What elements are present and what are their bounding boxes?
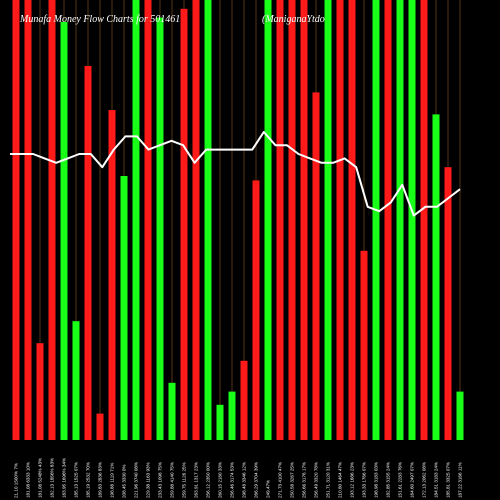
chart-title-right: (ManiganaYtdo bbox=[262, 14, 325, 25]
x-tick-label: 259.75 1126 25% bbox=[182, 462, 187, 498]
x-tick-label: 189.83 2836 83% bbox=[98, 462, 103, 498]
bar-down bbox=[144, 0, 152, 440]
bar-down bbox=[48, 0, 56, 440]
x-tick-label: 172.13 2062 08% bbox=[422, 462, 427, 498]
bar-up bbox=[156, 17, 164, 440]
bar-down bbox=[36, 343, 44, 440]
bar-down bbox=[336, 0, 344, 440]
x-tick-label: 185.81 3325 07% bbox=[446, 462, 451, 498]
x-tick-label: 260.15 2180 33% bbox=[218, 462, 223, 498]
bar-down bbox=[384, 0, 392, 440]
bar-down bbox=[420, 0, 428, 440]
x-tick-label: 298.48 3346 12% bbox=[242, 462, 247, 498]
bar-down bbox=[300, 0, 308, 440]
bar-up bbox=[120, 176, 128, 440]
x-tick-label: 198.98 3183 03% bbox=[374, 462, 379, 498]
x-tick-label: 259.88 4140 75% bbox=[170, 462, 175, 498]
bar-down bbox=[360, 250, 368, 440]
bar-up bbox=[168, 382, 176, 440]
x-tick-label: 263.91 1317 23% bbox=[194, 462, 199, 498]
bar-down bbox=[12, 0, 20, 440]
bar-up bbox=[72, 321, 80, 440]
x-tick-label: 233.43 1098 75% bbox=[158, 462, 163, 498]
money-flow-line bbox=[10, 131, 461, 217]
x-tick-label: 251.71 3120 31% bbox=[326, 462, 331, 498]
bar-series bbox=[12, 0, 464, 441]
chart-title: Munafa Money Flow Charts for 501461 bbox=[19, 14, 180, 25]
bar-down bbox=[192, 0, 200, 440]
x-tick-label: 208.45 3330 0% bbox=[122, 465, 127, 498]
x-tick-labels: 21.10 1500% 7% 181.08 6333 10% 181.08 5248… bbox=[14, 458, 463, 498]
bar-down bbox=[252, 180, 260, 440]
bar-up bbox=[372, 0, 380, 440]
x-tick-label: 21.10 1500% 7% bbox=[14, 463, 19, 498]
x-tick-label: 185.19 2532 70% bbox=[86, 462, 91, 498]
x-tick-label: 183.95 1696% 34% bbox=[62, 458, 67, 498]
bar-down bbox=[348, 0, 356, 440]
bar-up bbox=[456, 391, 464, 440]
x-tick-label: 187.22 3166 11% bbox=[458, 462, 463, 498]
x-tick-label: 249.47% bbox=[266, 480, 271, 498]
bar-up bbox=[60, 22, 68, 440]
x-tick-label: 181.08 5248% 43% bbox=[38, 458, 43, 498]
bar-up bbox=[396, 0, 404, 440]
x-tick-label: 182.13 1856% 83% bbox=[50, 458, 55, 498]
bar-down bbox=[288, 0, 296, 440]
bar-up bbox=[216, 404, 224, 440]
bar-down bbox=[276, 0, 284, 440]
x-tick-label: 182.85 3155 24% bbox=[386, 462, 391, 498]
x-tick-label: 256.49 3320 78% bbox=[314, 462, 319, 498]
x-tick-label: 229.38 1163 93% bbox=[146, 462, 151, 498]
x-tick-label: 164.60 2497 07% bbox=[410, 462, 415, 498]
x-tick-label: 271.73 4100 47% bbox=[278, 462, 283, 498]
x-tick-label: 193.33 1766 07% bbox=[362, 462, 367, 498]
bar-up bbox=[324, 0, 332, 440]
bar-up bbox=[408, 0, 416, 440]
x-tick-label: 198.88 1119 71% bbox=[110, 463, 115, 498]
x-tick-label: 181.08 6333 10% bbox=[26, 462, 31, 498]
bar-up bbox=[204, 0, 212, 440]
x-tick-label: 256.12 2350 00% bbox=[206, 462, 211, 498]
bar-up bbox=[432, 114, 440, 441]
bar-down bbox=[444, 167, 452, 440]
x-tick-label: 256.46 3174 53% bbox=[230, 462, 235, 498]
bar-down bbox=[24, 0, 32, 440]
bar-down bbox=[84, 66, 92, 440]
bar-down bbox=[96, 413, 104, 440]
bar-down bbox=[108, 110, 116, 440]
bar-down bbox=[312, 92, 320, 441]
x-tick-label: 151.61 2283 76% bbox=[398, 462, 403, 498]
x-tick-label: 250.58 3267 25% bbox=[290, 462, 295, 498]
x-tick-label: 185.13 1525 07% bbox=[74, 462, 79, 498]
bar-down bbox=[240, 360, 248, 440]
bar-up bbox=[264, 0, 272, 440]
bar-down bbox=[180, 8, 188, 441]
x-tick-label: 210.80 1464 47% bbox=[338, 462, 343, 498]
bar-up bbox=[228, 391, 236, 440]
x-tick-label: 193.12 1686 23% bbox=[350, 462, 355, 498]
x-tick-label: 184.51 3183 24% bbox=[434, 462, 439, 498]
x-tick-label: 221.96 3740 08% bbox=[134, 462, 139, 498]
x-tick-label: 266.29 3704 39% bbox=[254, 462, 259, 498]
bar-up bbox=[132, 0, 140, 440]
x-tick-label: 256.66 3176 17% bbox=[302, 462, 307, 498]
